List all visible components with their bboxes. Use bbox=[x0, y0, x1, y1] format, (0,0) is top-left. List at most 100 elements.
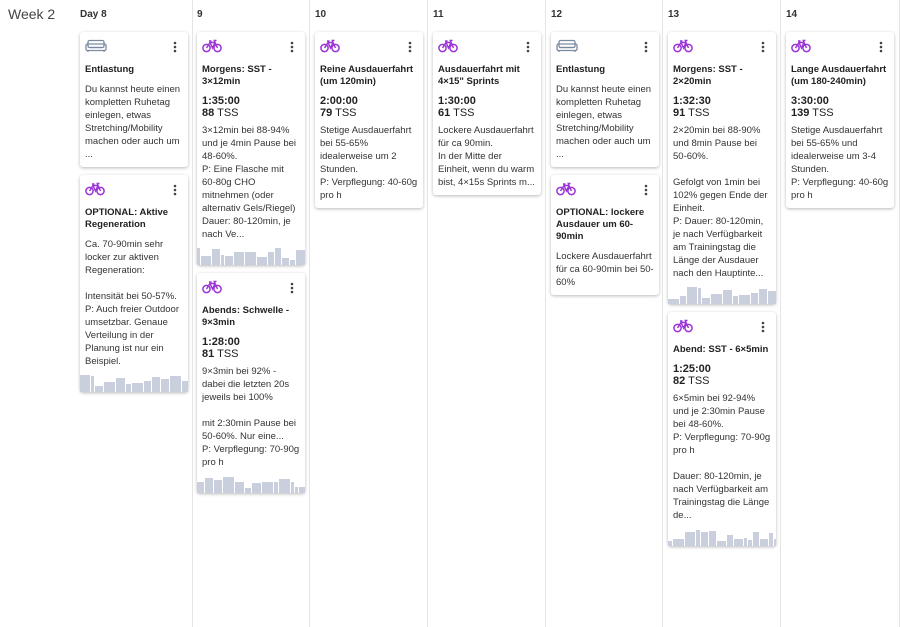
workout-tss: 88 TSS bbox=[202, 107, 300, 120]
rest-icon bbox=[556, 39, 578, 52]
bike-icon bbox=[202, 280, 222, 294]
bike-icon bbox=[320, 39, 340, 53]
workout-card[interactable]: Ausdauerfahrt mit 4×15" Sprints 1:30:00 61… bbox=[433, 32, 541, 195]
workout-title: Entlastung bbox=[85, 64, 135, 75]
menu-button[interactable] bbox=[879, 40, 883, 58]
more-menu[interactable] bbox=[879, 41, 883, 53]
power-profile bbox=[668, 287, 776, 304]
tss-value: 81 bbox=[202, 348, 215, 360]
card-header bbox=[202, 280, 300, 296]
workout-card[interactable]: Entlastung Du kannst heute einen komplett… bbox=[551, 32, 659, 167]
workout-description: 2×20min bei 88-90% und 8min Pause bei 50… bbox=[673, 125, 768, 279]
workout-card[interactable]: Morgens: SST - 3×12min 1:35:00 88 TSS 3×12m… bbox=[197, 32, 305, 265]
workout-title: OPTIONAL: lockere Ausdauer um 60-90min bbox=[556, 207, 645, 242]
card-header bbox=[673, 39, 771, 55]
workout-description: Du kannst heute einen kompletten Ruhetag… bbox=[85, 84, 181, 160]
workout-stack: Entlastung Du kannst heute einen komplett… bbox=[80, 32, 188, 392]
more-menu[interactable] bbox=[761, 321, 765, 333]
tss-unit: TSS bbox=[217, 107, 239, 119]
day-label: 9 bbox=[197, 9, 203, 20]
more-menu[interactable] bbox=[290, 282, 294, 294]
workout-stack: Ausdauerfahrt mit 4×15" Sprints 1:30:00 61… bbox=[433, 32, 541, 195]
menu-button[interactable] bbox=[408, 40, 412, 58]
workout-title: Morgens: SST - 2×20min bbox=[673, 64, 743, 87]
workout-card[interactable]: OPTIONAL: lockere Ausdauer um 60-90min Lo… bbox=[551, 175, 659, 295]
workout-stack: Entlastung Du kannst heute einen komplett… bbox=[551, 32, 659, 295]
workout-duration: 3:30:00 bbox=[791, 95, 829, 107]
menu-button[interactable] bbox=[173, 40, 177, 58]
tss-unit: TSS bbox=[812, 107, 834, 119]
workout-duration: 1:32:30 bbox=[673, 95, 711, 107]
workout-tss: 139 TSS bbox=[791, 107, 889, 120]
card-header bbox=[673, 319, 771, 335]
day-column: 12 Entlastung Du kannst heute einen komple… bbox=[546, 0, 663, 627]
day-label: Day 8 bbox=[80, 9, 107, 20]
more-menu[interactable] bbox=[173, 41, 177, 53]
workout-stack: Morgens: SST - 2×20min 1:32:30 91 TSS 2×20m… bbox=[668, 32, 776, 546]
workout-card[interactable]: Entlastung Du kannst heute einen komplett… bbox=[80, 32, 188, 167]
day-label: 12 bbox=[551, 9, 563, 20]
bike-icon bbox=[438, 39, 458, 53]
more-menu[interactable] bbox=[290, 41, 294, 53]
workout-duration: 1:30:00 bbox=[438, 95, 476, 107]
tss-unit: TSS bbox=[688, 107, 710, 119]
tss-unit: TSS bbox=[335, 107, 357, 119]
more-menu[interactable] bbox=[526, 41, 530, 53]
workout-title: Entlastung bbox=[556, 64, 606, 75]
day-label: 13 bbox=[668, 9, 680, 20]
tss-value: 91 bbox=[673, 107, 686, 119]
workout-card[interactable]: Abend: SST - 6×5min 1:25:00 82 TSS 6×5min b… bbox=[668, 312, 776, 546]
more-menu[interactable] bbox=[408, 41, 412, 53]
workout-description: 3×12min bei 88-94% und je 4min Pause bei… bbox=[202, 125, 297, 240]
workout-card[interactable]: Abends: Schwelle - 9×3min 1:28:00 81 TSS 9×… bbox=[197, 273, 305, 493]
power-profile bbox=[197, 248, 305, 265]
tss-value: 61 bbox=[438, 107, 451, 119]
workout-duration: 1:28:00 bbox=[202, 336, 240, 348]
menu-button[interactable] bbox=[173, 183, 177, 201]
menu-button[interactable] bbox=[761, 40, 765, 58]
workout-card[interactable]: Reine Ausdauerfahrt (um 120min) 2:00:00 79… bbox=[315, 32, 423, 208]
tss-value: 88 bbox=[202, 107, 215, 119]
menu-button[interactable] bbox=[290, 40, 294, 58]
day-label: 14 bbox=[786, 9, 798, 20]
workout-card[interactable]: Morgens: SST - 2×20min 1:32:30 91 TSS 2×20m… bbox=[668, 32, 776, 304]
workout-duration: 2:00:00 bbox=[320, 95, 358, 107]
workout-description: Du kannst heute einen kompletten Ruhetag… bbox=[556, 84, 652, 160]
day-column: 14 Lange Ausdauerfahrt (um 180-240min) 3:3… bbox=[781, 0, 900, 627]
power-profile bbox=[668, 530, 776, 546]
card-header bbox=[556, 39, 654, 55]
more-menu[interactable] bbox=[173, 184, 177, 196]
day-column: 13 Morgens: SST - 2×20min 1:32:30 91 TSS 2×2… bbox=[663, 0, 781, 627]
workout-stack: Reine Ausdauerfahrt (um 120min) 2:00:00 79… bbox=[315, 32, 423, 208]
tss-value: 82 bbox=[673, 375, 686, 387]
menu-button[interactable] bbox=[526, 40, 530, 58]
week-label: Week 2 bbox=[8, 6, 56, 22]
menu-button[interactable] bbox=[761, 320, 765, 338]
menu-button[interactable] bbox=[644, 40, 648, 58]
workout-tss: 61 TSS bbox=[438, 107, 536, 120]
workout-tss: 91 TSS bbox=[673, 107, 771, 120]
day-label: 10 bbox=[315, 9, 327, 20]
bike-icon bbox=[673, 39, 693, 53]
rest-icon bbox=[85, 39, 107, 52]
workout-card[interactable]: Lange Ausdauerfahrt (um 180-240min) 3:30:… bbox=[786, 32, 894, 208]
menu-button[interactable] bbox=[290, 281, 294, 299]
bike-icon bbox=[202, 39, 222, 53]
card-header bbox=[438, 39, 536, 55]
more-menu[interactable] bbox=[761, 41, 765, 53]
day-column: 9 Morgens: SST - 3×12min 1:35:00 88 TSS 3×12… bbox=[192, 0, 310, 627]
card-header bbox=[556, 182, 654, 198]
day-column: 11 Ausdauerfahrt mit 4×15" Sprints 1:30:00… bbox=[428, 0, 546, 627]
tss-value: 139 bbox=[791, 107, 810, 119]
workout-description: Lockere Ausdauerfahrt für ca 90min. In d… bbox=[438, 125, 535, 188]
workout-card[interactable]: OPTIONAL: Aktive Regeneration Ca. 70-90mi… bbox=[80, 175, 188, 392]
more-menu[interactable] bbox=[644, 41, 648, 53]
bike-icon bbox=[673, 319, 693, 333]
workout-description: 6×5min bei 92-94% und je 2:30min Pause b… bbox=[673, 393, 771, 521]
more-menu[interactable] bbox=[644, 184, 648, 196]
workout-duration: 1:35:00 bbox=[202, 95, 240, 107]
card-header bbox=[85, 182, 183, 198]
bike-icon bbox=[791, 39, 811, 53]
menu-button[interactable] bbox=[644, 183, 648, 201]
tss-unit: TSS bbox=[688, 375, 710, 387]
